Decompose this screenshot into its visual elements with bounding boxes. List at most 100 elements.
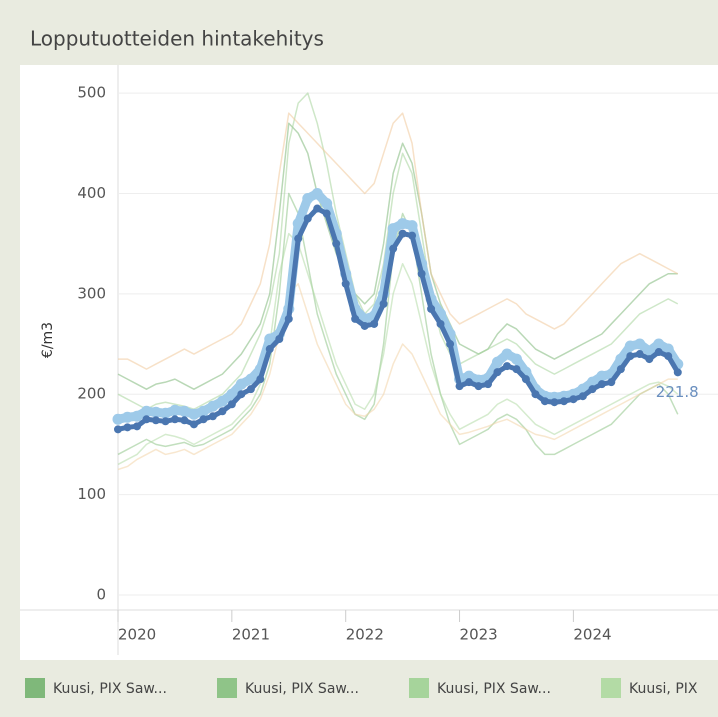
data-point [673, 368, 682, 377]
data-point [387, 223, 399, 235]
legend-swatch [601, 678, 621, 698]
data-point [501, 348, 513, 360]
data-point [653, 338, 665, 350]
data-point [360, 321, 369, 330]
data-point [140, 405, 152, 417]
data-point [389, 244, 398, 253]
y-tick-label: 0 [96, 585, 106, 603]
data-point [178, 405, 190, 417]
data-point [474, 382, 483, 391]
data-point [218, 407, 227, 416]
data-point [114, 425, 122, 434]
x-tick-label: 2020 [118, 626, 156, 644]
data-point [246, 385, 255, 394]
end-label: 221.8 [656, 383, 699, 401]
data-point [131, 410, 143, 422]
data-point [235, 378, 247, 390]
data-point [208, 412, 217, 421]
data-point [150, 406, 162, 418]
data-point [578, 392, 587, 401]
data-point [464, 378, 473, 387]
plot-panel [20, 65, 718, 660]
data-point [417, 269, 426, 278]
data-point [616, 365, 625, 374]
data-point [512, 365, 521, 374]
data-point [142, 415, 151, 424]
data-point [245, 373, 257, 385]
data-point [216, 395, 228, 407]
data-point [264, 333, 276, 345]
data-point [302, 192, 314, 204]
data-point [292, 218, 304, 230]
data-point [397, 218, 409, 230]
data-point [133, 422, 142, 431]
data-point [151, 416, 160, 425]
y-tick-label: 300 [77, 284, 106, 302]
data-point [635, 350, 644, 359]
data-point [199, 415, 208, 424]
data-point [491, 356, 503, 368]
x-tick-label: 2021 [232, 626, 270, 644]
data-point [607, 378, 616, 387]
data-point [540, 397, 549, 406]
data-point [408, 231, 417, 240]
data-point [455, 382, 464, 391]
series-line [118, 112, 679, 370]
legend-label: Kuusi, PIX [629, 681, 698, 697]
data-point [624, 340, 636, 352]
data-point [596, 370, 608, 382]
data-point [284, 314, 293, 323]
data-point [226, 388, 238, 400]
data-point [484, 380, 492, 389]
data-point [398, 229, 407, 238]
legend-label: Kuusi, PIX Saw... [437, 681, 551, 697]
data-point [112, 413, 124, 425]
data-point [188, 408, 200, 420]
data-point [446, 340, 455, 349]
data-point [406, 220, 418, 232]
data-point [436, 319, 445, 328]
data-point [662, 343, 674, 355]
data-point [643, 345, 655, 357]
data-point [256, 375, 265, 384]
data-point [463, 370, 475, 382]
series-line [117, 122, 678, 390]
data-point [521, 375, 530, 384]
data-point [597, 380, 606, 389]
data-point [303, 214, 312, 223]
data-point [197, 405, 209, 417]
data-point [313, 204, 322, 213]
series-line [117, 192, 679, 456]
series-line [117, 283, 678, 471]
data-point [294, 234, 303, 243]
data-point [588, 385, 597, 394]
data-point [237, 390, 246, 399]
data-point [322, 209, 331, 218]
data-point [161, 417, 170, 426]
data-point [510, 353, 522, 365]
y-axis-label: €/m3 [40, 322, 56, 358]
y-tick-label: 400 [77, 184, 106, 202]
data-point [121, 411, 133, 423]
y-tick-label: 500 [77, 84, 106, 102]
y-tick-label: 100 [77, 485, 106, 503]
data-point [569, 395, 578, 404]
data-point [159, 407, 171, 419]
data-point [123, 423, 132, 432]
data-point [265, 345, 274, 354]
data-point [189, 420, 198, 429]
series-line [117, 232, 679, 466]
data-point [503, 362, 512, 371]
data-point [341, 279, 350, 288]
legend-swatch [409, 678, 429, 698]
data-point [427, 304, 436, 313]
data-point [626, 352, 635, 361]
legend-swatch [25, 678, 45, 698]
data-point [180, 416, 189, 425]
x-tick-label: 2022 [346, 626, 384, 644]
data-point [493, 368, 502, 377]
legend-label: Kuusi, PIX Saw... [53, 681, 167, 697]
chart-title: Lopputuotteiden hintakehitys [30, 27, 324, 51]
legend-swatch [217, 678, 237, 698]
